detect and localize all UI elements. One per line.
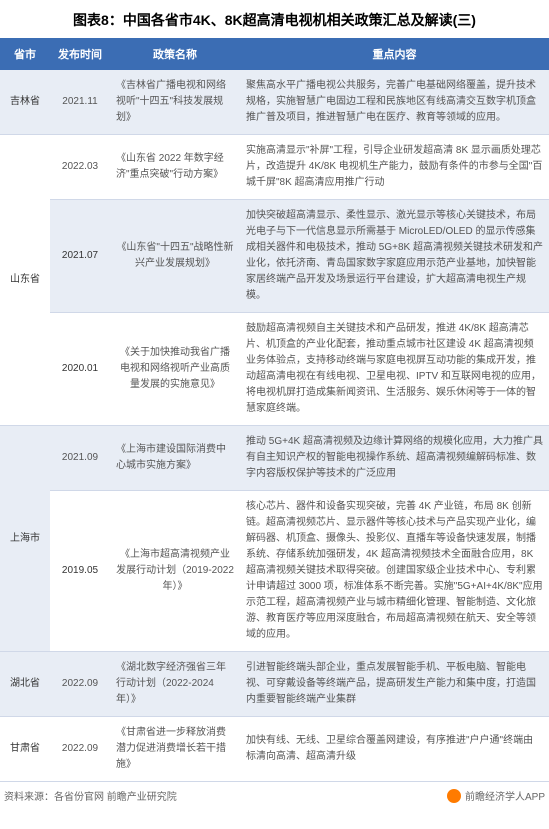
cell-content: 核心芯片、器件和设备实现突破，完善 4K 产业链，布局 8K 创新链。超高清视频… xyxy=(240,491,549,652)
cell-date: 2019.05 xyxy=(50,491,110,652)
cell-date: 2021.07 xyxy=(50,200,110,313)
source-text: 资料来源：各省份官网 前瞻产业研究院 xyxy=(4,788,177,803)
chart-title: 图表8：中国各省市4K、8K超高清电视机相关政策汇总及解读(三) xyxy=(0,0,549,38)
cell-date: 2021.09 xyxy=(50,426,110,491)
header-policy: 政策名称 xyxy=(110,38,240,70)
brand-block: 前瞻经济学人APP xyxy=(447,788,545,803)
cell-policy: 《上海市超高清视频产业发展行动计划（2019-2022 年）》 xyxy=(110,491,240,652)
brand-text: 前瞻经济学人APP xyxy=(465,788,545,803)
footer: 资料来源：各省份官网 前瞻产业研究院 前瞻经济学人APP xyxy=(0,782,549,809)
table-row: 2021.07《山东省"十四五"战略性新兴产业发展规划》加快突破超高清显示、柔性… xyxy=(0,200,549,313)
cell-policy: 《上海市建设国际消费中心城市实施方案》 xyxy=(110,426,240,491)
cell-policy: 《湖北数字经济强省三年行动计划（2022-2024 年）》 xyxy=(110,652,240,717)
cell-date: 2022.09 xyxy=(50,717,110,782)
table-row: 山东省2022.03《山东省 2022 年数字经济"重点突破"行动方案》实施高清… xyxy=(0,135,549,200)
cell-province: 甘肃省 xyxy=(0,717,50,782)
cell-content: 实施高清显示"补屏"工程，引导企业研发超高清 8K 显示画质处理芯片，改造提升 … xyxy=(240,135,549,200)
table-row: 2019.05《上海市超高清视频产业发展行动计划（2019-2022 年）》核心… xyxy=(0,491,549,652)
table-header-row: 省市 发布时间 政策名称 重点内容 xyxy=(0,38,549,70)
cell-content: 引进智能终端头部企业，重点发展智能手机、平板电脑、智能电视、可穿戴设备等终端产品… xyxy=(240,652,549,717)
cell-date: 2022.09 xyxy=(50,652,110,717)
cell-province: 吉林省 xyxy=(0,70,50,135)
cell-content: 推动 5G+4K 超高清视频及边缘计算网络的规模化应用，大力推广具有自主知识产权… xyxy=(240,426,549,491)
header-province: 省市 xyxy=(0,38,50,70)
header-date: 发布时间 xyxy=(50,38,110,70)
cell-province: 山东省 xyxy=(0,135,50,426)
cell-policy: 《吉林省广播电视和网络视听"十四五"科技发展规划》 xyxy=(110,70,240,135)
cell-policy: 《关于加快推动我省广播电视和网络视听产业高质量发展的实施意见》 xyxy=(110,313,240,426)
cell-date: 2021.11 xyxy=(50,70,110,135)
cell-date: 2020.01 xyxy=(50,313,110,426)
cell-content: 鼓励超高清视频自主关键技术和产品研发，推进 4K/8K 超高清芯片、机顶盒的产业… xyxy=(240,313,549,426)
cell-content: 聚焦高水平广播电视公共服务，完善广电基础网络覆盖，提升技术规格，实施智慧广电固边… xyxy=(240,70,549,135)
cell-policy: 《甘肃省进一步释放消费潜力促进消费增长若干措施》 xyxy=(110,717,240,782)
policy-table: 省市 发布时间 政策名称 重点内容 吉林省2021.11《吉林省广播电视和网络视… xyxy=(0,38,549,782)
cell-date: 2022.03 xyxy=(50,135,110,200)
header-content: 重点内容 xyxy=(240,38,549,70)
table-row: 2020.01《关于加快推动我省广播电视和网络视听产业高质量发展的实施意见》鼓励… xyxy=(0,313,549,426)
table-row: 吉林省2021.11《吉林省广播电视和网络视听"十四五"科技发展规划》聚焦高水平… xyxy=(0,70,549,135)
cell-province: 湖北省 xyxy=(0,652,50,717)
cell-content: 加快有线、无线、卫星综合覆盖网建设，有序推进"户户通"终端由标清向高清、超高清升… xyxy=(240,717,549,782)
brand-logo-icon xyxy=(447,789,461,803)
table-row: 湖北省2022.09《湖北数字经济强省三年行动计划（2022-2024 年）》引… xyxy=(0,652,549,717)
cell-policy: 《山东省 2022 年数字经济"重点突破"行动方案》 xyxy=(110,135,240,200)
cell-policy: 《山东省"十四五"战略性新兴产业发展规划》 xyxy=(110,200,240,313)
table-row: 上海市2021.09《上海市建设国际消费中心城市实施方案》推动 5G+4K 超高… xyxy=(0,426,549,491)
cell-content: 加快突破超高清显示、柔性显示、激光显示等核心关键技术，布局光电子与下一代信息显示… xyxy=(240,200,549,313)
table-row: 甘肃省2022.09《甘肃省进一步释放消费潜力促进消费增长若干措施》加快有线、无… xyxy=(0,717,549,782)
cell-province: 上海市 xyxy=(0,426,50,652)
